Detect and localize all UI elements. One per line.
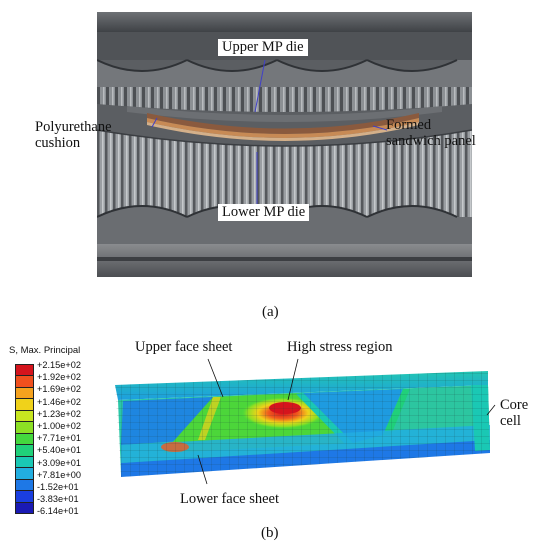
polyurethane-label-line1: Polyurethane: [35, 119, 112, 135]
high-stress-region-label: High stress region: [287, 339, 393, 355]
legend-values: +2.15e+02 +1.92e+02 +1.69e+02 +1.46e+02 +1.2…: [37, 359, 81, 518]
legend-value: +1.46e+02: [37, 396, 81, 407]
legend-value: +3.09e+01: [37, 457, 81, 468]
legend-swatch: [16, 375, 33, 387]
core-cell-label-line2: cell: [500, 413, 521, 429]
polyurethane-label-line2: cushion: [35, 135, 81, 151]
legend-swatch: [16, 421, 33, 433]
lower-die-label: Lower MP die: [218, 204, 310, 221]
legend-swatch: [16, 455, 33, 468]
stress-legend: S, Max. Principal +2.15e+02 +1.92e+02 +1.6…: [6, 345, 101, 517]
lower-face-sheet-label: Lower face sheet: [180, 491, 280, 507]
formed-panel-label-line2: sandwich panel: [386, 133, 476, 149]
legend-value: +7.81e+00: [37, 469, 81, 480]
legend-value: +1.23e+02: [37, 408, 81, 419]
legend-swatch: [16, 478, 33, 491]
upper-face-sheet-label: Upper face sheet: [135, 339, 233, 355]
caption-b: (b): [261, 525, 279, 541]
legend-value: +1.00e+02: [37, 421, 81, 432]
legend-value: +2.15e+02: [37, 360, 81, 370]
legend-swatch: [16, 398, 33, 410]
upper-die-label: Upper MP die: [218, 39, 308, 56]
legend-colorbar: [15, 364, 34, 514]
legend-value: -1.52e+01: [37, 482, 79, 493]
legend-swatch: [16, 365, 33, 376]
fea-model: [115, 358, 496, 485]
legend-swatch: [16, 432, 33, 445]
legend-value: +1.69e+02: [37, 384, 81, 395]
legend-value: -3.83e+01: [37, 494, 79, 505]
press-photo: Upper MP die Lower MP die: [97, 12, 472, 277]
legend-swatch: [16, 467, 33, 479]
core-cell-label-line1: Core: [500, 397, 529, 413]
legend-value: +1.92e+02: [37, 372, 81, 383]
legend-swatch: [16, 386, 33, 399]
legend-swatch: [16, 444, 33, 456]
legend-value: +7.71e+01: [37, 433, 81, 444]
legend-value: +5.40e+01: [37, 445, 81, 456]
multi-point-forming-press-image: [97, 12, 472, 277]
legend-title: S, Max. Principal: [9, 345, 81, 356]
legend-swatch: [16, 490, 33, 502]
legend-swatch: [16, 409, 33, 422]
caption-a: (a): [262, 304, 279, 320]
legend-swatch: [16, 501, 33, 514]
legend-value: -6.14e+01: [37, 506, 79, 517]
formed-panel-label-line1: Formed: [386, 117, 432, 133]
